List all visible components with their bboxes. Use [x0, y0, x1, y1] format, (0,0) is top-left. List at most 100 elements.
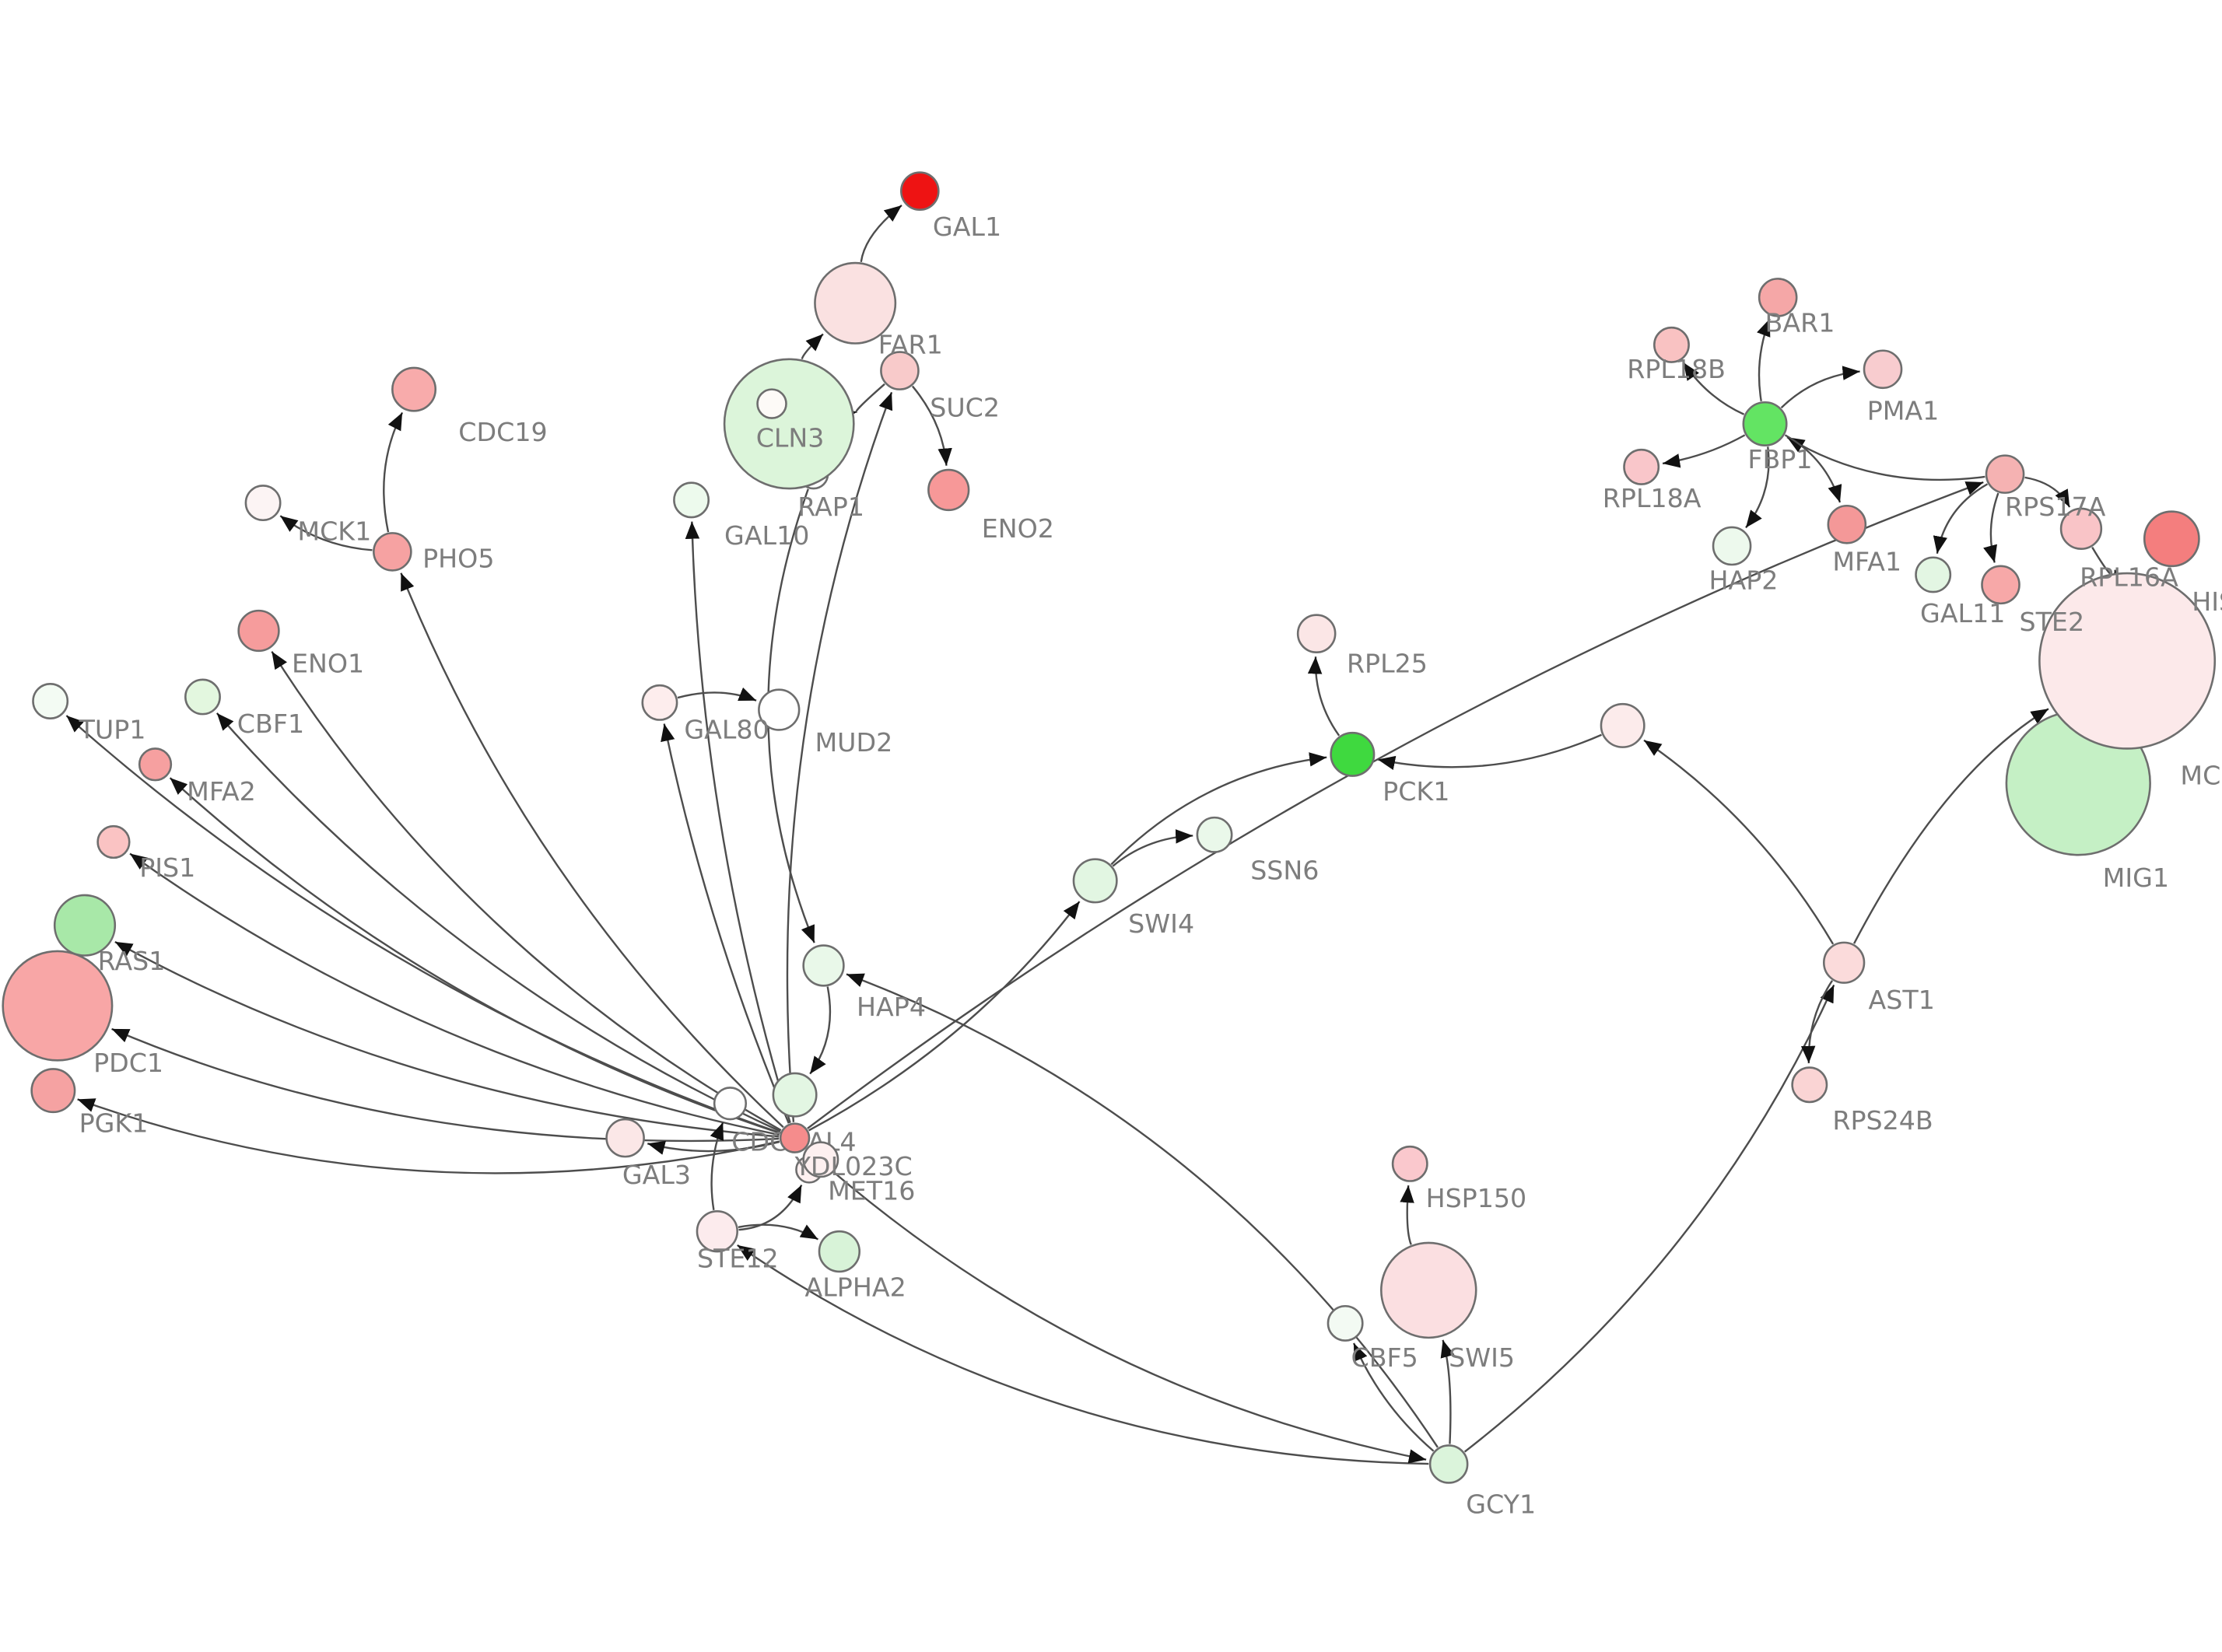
node-HSP150[interactable]: [1391, 1145, 1428, 1182]
node-ALPHA2[interactable]: [818, 1230, 861, 1273]
node-MCK1[interactable]: [244, 485, 282, 522]
edge-GCY1-STE12[interactable]: [737, 1244, 1429, 1465]
edge-GAL4-RAS1[interactable]: [114, 940, 780, 1138]
node-AST1[interactable]: [1822, 941, 1866, 984]
edge-HAP4-node-c[interactable]: [809, 986, 832, 1075]
node-GAL11[interactable]: [1915, 556, 1952, 593]
edge-GAL80-MUD2[interactable]: [677, 687, 757, 702]
edge-GCY1-SWI5[interactable]: [1440, 1339, 1455, 1444]
node-FAR1[interactable]: [814, 261, 897, 345]
edge-GAL4-SWI4[interactable]: [808, 901, 1081, 1132]
node-SSN6[interactable]: [1196, 816, 1233, 853]
edge-PCK1-RPL25[interactable]: [1307, 656, 1341, 737]
edge-STE12-CDC6[interactable]: [710, 1122, 724, 1211]
node-CDC6[interactable]: [713, 1087, 748, 1121]
node-RAS1[interactable]: [53, 894, 117, 957]
edge-FBP1-HAP2[interactable]: [1745, 446, 1770, 529]
node-MUD2[interactable]: [758, 688, 801, 731]
node-ENO1[interactable]: [237, 609, 280, 653]
edge-GAL4-PIS1[interactable]: [129, 852, 780, 1136]
edge-STE12-MET16[interactable]: [738, 1184, 803, 1231]
edge-GCY1-CBF5[interactable]: [1352, 1342, 1435, 1452]
node-HIS4[interactable]: [2143, 510, 2200, 568]
edge-RPS17A-RPL16A[interactable]: [2024, 476, 2071, 508]
node-PDC1[interactable]: [2, 950, 114, 1062]
edge-GAL4-GCY1[interactable]: [805, 1147, 1427, 1464]
edge-SUC2-CLN3[interactable]: [839, 383, 885, 422]
edge-STE12-ALPHA2[interactable]: [738, 1223, 819, 1241]
node-MFA1[interactable]: [1827, 504, 1867, 544]
edge-node-a-PCK1[interactable]: [1377, 733, 1602, 770]
edge-PHO5-CDC19[interactable]: [383, 411, 404, 533]
edge-GAL4-PGK1[interactable]: [77, 1098, 780, 1174]
edge-AST1-node-a[interactable]: [1643, 739, 1835, 945]
edge-RPS17A-FBP1[interactable]: [1786, 436, 1985, 481]
edge-GAL4-TUP1[interactable]: [65, 715, 780, 1134]
node-FBP1[interactable]: [1742, 401, 1788, 446]
node-HAP2[interactable]: [1712, 526, 1752, 566]
node-PHO5[interactable]: [373, 532, 412, 572]
node-node-b[interactable]: [756, 388, 787, 419]
node-GAL80[interactable]: [641, 684, 678, 721]
node-GAL3[interactable]: [605, 1118, 645, 1158]
node-PCK1[interactable]: [1330, 731, 1376, 777]
node-GAL10[interactable]: [673, 481, 710, 519]
edge-RPS17A-STE2[interactable]: [1983, 492, 1999, 563]
node-HAP4[interactable]: [802, 944, 845, 987]
node-MFA2[interactable]: [138, 747, 173, 782]
edge-SUC2-ENO2[interactable]: [911, 385, 952, 466]
node-BAR1[interactable]: [1758, 278, 1798, 317]
node-ENO2[interactable]: [927, 468, 970, 512]
edge-RPS17A-GAL11[interactable]: [1933, 483, 1989, 555]
node-CLN3[interactable]: [723, 358, 855, 490]
node-SWI4[interactable]: [1072, 858, 1118, 904]
node-PIS1[interactable]: [96, 824, 131, 859]
edge-SWI4-PCK1[interactable]: [1110, 752, 1327, 866]
node-CBF1[interactable]: [184, 678, 221, 716]
node-RPS24B[interactable]: [1791, 1066, 1828, 1104]
edge-SWI4-SSN6[interactable]: [1112, 829, 1193, 867]
node-SWI5[interactable]: [1380, 1241, 1477, 1339]
edge-CLN3-FAR1[interactable]: [801, 333, 824, 360]
edge-AST1-RPS24B[interactable]: [1800, 980, 1833, 1064]
node-RPL18A[interactable]: [1623, 448, 1660, 485]
edge-FBP1-RPL18A[interactable]: [1662, 434, 1746, 468]
edge-GAL4-SUC2[interactable]: [786, 391, 893, 1122]
node-PGK1[interactable]: [30, 1068, 76, 1114]
edge-FBP1-PMA1[interactable]: [1780, 366, 1860, 409]
edge-GAL4-PDC1[interactable]: [111, 1027, 780, 1143]
node-CDC19[interactable]: [391, 366, 437, 412]
node-GCY1[interactable]: [1428, 1444, 1469, 1484]
node-GAL1[interactable]: [899, 171, 940, 212]
edge-GCY1-HAP4[interactable]: [846, 973, 1439, 1448]
node-CBF5[interactable]: [1327, 1304, 1364, 1342]
node-SUC2[interactable]: [880, 351, 920, 390]
edge-SWI5-HSP150[interactable]: [1400, 1185, 1414, 1245]
edge-AST1-MCM1[interactable]: [1853, 708, 2049, 944]
edge-GAL4-GAL10[interactable]: [685, 521, 791, 1124]
edge-FAR1-GAL1[interactable]: [860, 205, 902, 262]
edge-GAL4-GAL3[interactable]: [647, 1140, 780, 1155]
node-RPL25[interactable]: [1296, 614, 1337, 653]
node-TUP1[interactable]: [32, 683, 69, 719]
edge-GCY1-AST1[interactable]: [1463, 984, 1835, 1453]
edge-GAL4-CBF1[interactable]: [216, 712, 781, 1132]
edge-GAL4-PHO5[interactable]: [400, 572, 784, 1129]
node-YDL023C[interactable]: [802, 1141, 839, 1178]
edge-FBP1-RPL18B[interactable]: [1682, 362, 1745, 415]
node-RPL18B[interactable]: [1653, 326, 1690, 363]
node-STE2[interactable]: [1981, 565, 2020, 605]
edge-GAL4-GAL80[interactable]: [661, 723, 790, 1124]
node-RPS17A[interactable]: [1985, 454, 2025, 494]
edge-GAL4-ENO1[interactable]: [271, 650, 782, 1132]
edge-GAL4-MFA2[interactable]: [169, 777, 780, 1134]
node-PMA1[interactable]: [1863, 349, 1903, 390]
node-node-c[interactable]: [772, 1072, 818, 1118]
edge-FBP1-MFA1[interactable]: [1784, 434, 1842, 503]
edge-FBP1-BAR1[interactable]: [1757, 318, 1771, 401]
node-RPL16A[interactable]: [2059, 507, 2103, 550]
edge-PHO5-MCK1[interactable]: [279, 515, 373, 551]
node-node-a[interactable]: [1600, 702, 1645, 748]
node-GAL4[interactable]: [779, 1122, 811, 1153]
